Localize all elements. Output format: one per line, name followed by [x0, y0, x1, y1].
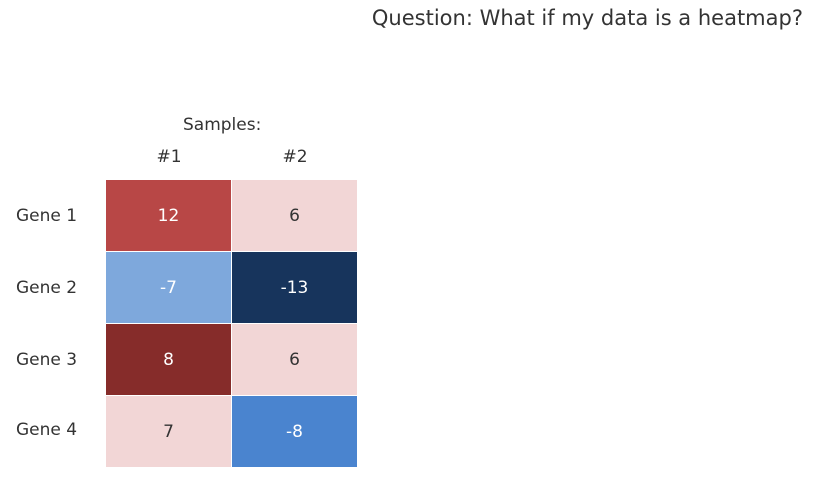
heatmap-cell: 6: [232, 324, 357, 395]
row-label-gene-1: Gene 1: [16, 206, 78, 226]
heatmap-cell: 7: [106, 396, 231, 467]
row-label-gene-3: Gene 3: [16, 350, 78, 370]
row-label-gene-4: Gene 4: [16, 420, 78, 440]
question-title: Question: What if my data is a heatmap?: [371, 6, 803, 30]
row-label-gene-2: Gene 2: [16, 278, 78, 298]
column-label-2: #2: [282, 147, 308, 167]
heatmap-cell: 6: [232, 180, 357, 251]
heatmap-cell: -13: [232, 252, 357, 323]
samples-axis-label: Samples:: [183, 115, 262, 135]
heatmap-cell: 8: [106, 324, 231, 395]
heatmap-cell: 12: [106, 180, 231, 251]
heatmap-grid: 12 6 -7 -13 8 6 7 -8: [106, 180, 358, 468]
column-label-1: #1: [156, 147, 182, 167]
heatmap-cell: -7: [106, 252, 231, 323]
heatmap-cell: -8: [232, 396, 357, 467]
